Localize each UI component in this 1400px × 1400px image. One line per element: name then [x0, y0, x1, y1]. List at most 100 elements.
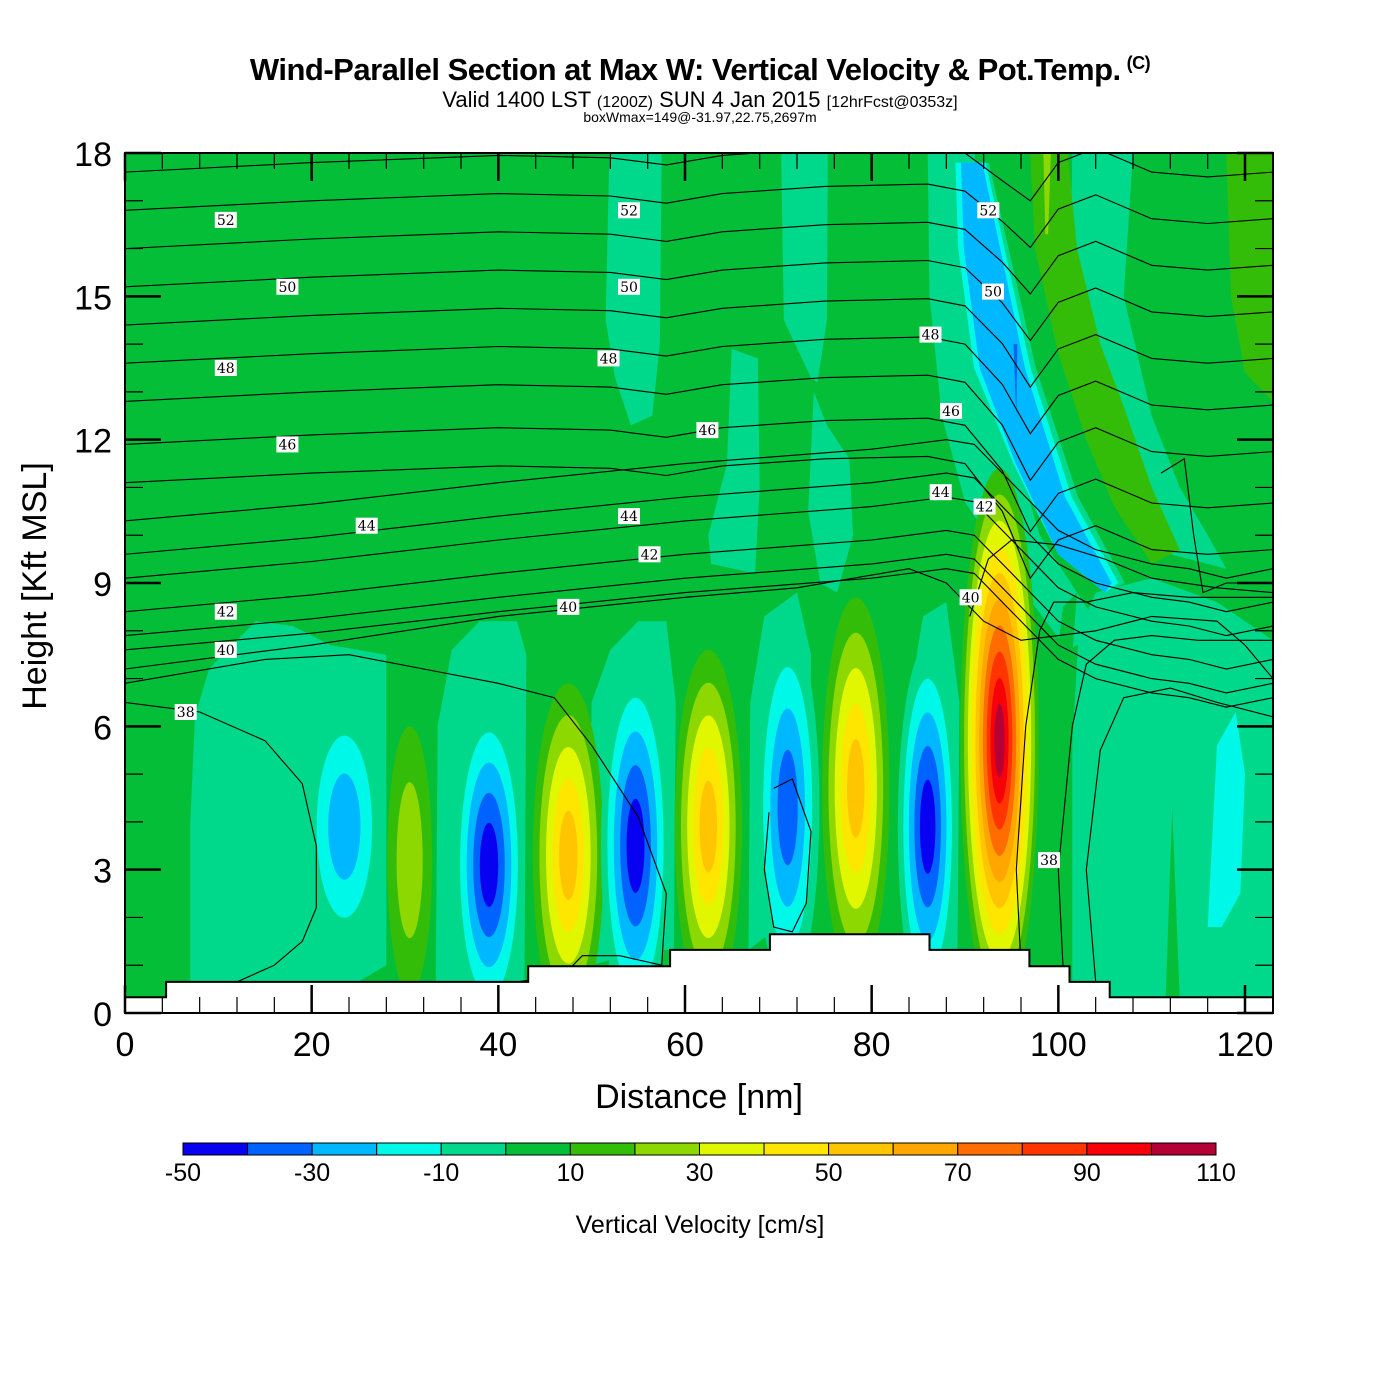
w-cell-down-level [479, 822, 499, 908]
w-cell-down-level [777, 749, 798, 866]
chart-subtitle: Valid 1400 LST (1200Z) SUN 4 Jan 2015 [1… [0, 87, 1400, 113]
y-tick-label: 6 [93, 709, 112, 747]
isentrope-label-text: 38 [1040, 853, 1058, 869]
isentrope-label: 40 [959, 589, 982, 606]
y-tick-label: 9 [93, 566, 112, 604]
isentrope [125, 568, 1273, 708]
colorbar-swatch [634, 1142, 700, 1156]
isentrope-label-text: 42 [641, 547, 659, 563]
fill-region-weak-up [1226, 153, 1273, 402]
isentrope-label: 38 [174, 704, 197, 721]
colorbar-tick-label: 70 [944, 1159, 972, 1187]
valid-time: Valid 1400 LST [442, 87, 591, 112]
colorbar-swatch [763, 1142, 830, 1156]
axes: 0 20 40 60 80 100 120 0 3 6 9 12 15 18 [74, 136, 1274, 1064]
isentrope-38 [125, 654, 667, 983]
isentrope-label-text: 48 [217, 361, 235, 377]
fill-region-weak-down [781, 153, 828, 383]
isentrope-label: 44 [355, 517, 378, 535]
chart-title-text: Wind-Parallel Section at Max W: Vertical… [249, 52, 1121, 87]
w-cell-up-level [396, 782, 423, 939]
colorbar-swatch [1150, 1142, 1217, 1156]
colorbar-tick-label: -50 [165, 1159, 201, 1187]
colorbar-swatch [440, 1142, 507, 1156]
colorbar-tick-label: 10 [556, 1159, 584, 1187]
x-tick-label: 40 [479, 1026, 517, 1064]
y-tick-label: 18 [74, 136, 112, 174]
isentrope-label-box [618, 508, 640, 525]
colorbar-swatch [892, 1142, 959, 1156]
terrain-profile [124, 933, 1274, 1014]
colorbar-tick-label: 90 [1073, 1159, 1101, 1187]
isentrope-label-text: 46 [698, 423, 716, 439]
isentrope-label-box [929, 484, 952, 501]
colorbar-tick-label: -10 [423, 1159, 459, 1187]
fill-region-down [1207, 712, 1245, 927]
isentrope [1015, 592, 1273, 967]
isentrope [125, 336, 1273, 435]
forecast-info: [12hrFcst@0353z] [826, 94, 958, 111]
isentrope [125, 553, 1273, 694]
fill-region-weak-up [1030, 153, 1180, 564]
isentrope [125, 153, 1273, 202]
fill-region-weak-down [571, 153, 662, 426]
colorbar-swatch [1021, 1142, 1088, 1156]
isentrope [125, 259, 1273, 342]
isentrope [125, 298, 1273, 389]
w-cell-down-level [919, 779, 936, 874]
isentrope-label-box [557, 598, 580, 615]
isentrope [125, 374, 1273, 482]
w-cell-up-level [847, 738, 865, 838]
colorbar-swatch [828, 1142, 894, 1156]
isentrope-label: 48 [919, 326, 942, 344]
isentrope-label-text: 40 [962, 590, 980, 606]
colorbar-swatch [699, 1142, 765, 1156]
isentrope-label-box [982, 283, 1004, 300]
isentrope-label-box [355, 517, 378, 534]
colorbar-tick-label: 50 [815, 1159, 843, 1187]
fill-region-weak-down [708, 348, 760, 574]
colorbar-swatch [376, 1142, 442, 1156]
w-cell-updraft-max-level [994, 704, 1005, 778]
isentrope-label-box [618, 202, 640, 219]
x-tick-label: 120 [1217, 1026, 1274, 1064]
isentrope-label: 44 [618, 508, 640, 525]
colorbar-swatch [247, 1142, 313, 1156]
fill-region-calm [1165, 807, 1180, 998]
x-axis-label: Distance [nm] [595, 1078, 803, 1116]
isentrope [1085, 687, 1273, 982]
isentrope-label: 50 [276, 278, 299, 296]
chart-title: Wind-Parallel Section at Max W: Vertical… [0, 52, 1400, 88]
isentrope [125, 183, 1273, 249]
isentrope-label: 50 [982, 283, 1004, 301]
colorbar-swatch [182, 1142, 249, 1156]
potential-temperature-contours [125, 153, 1273, 983]
isentrope-label-box [973, 498, 996, 515]
isentrope-label-text: 50 [620, 280, 638, 296]
isentrope-label-text: 40 [559, 600, 577, 616]
isentrope-label: 42 [973, 498, 996, 516]
terrain [124, 933, 1274, 1014]
x-tick-label: 100 [1030, 1026, 1087, 1064]
isentrope-label: 50 [618, 278, 640, 296]
isentrope-38 [125, 701, 317, 983]
isentrope-label-box [597, 350, 620, 367]
isentrope-labels: 52 52 52 50 50 50 48 48 48 46 46 46 44 44 44 42 42 42 40 40… [174, 202, 1060, 869]
isentrope-label-text: 52 [620, 203, 638, 219]
isentrope [125, 439, 1273, 579]
isentrope-label: 38 [1038, 852, 1060, 869]
isentrope [125, 221, 1273, 295]
fill-region-up [1043, 153, 1051, 235]
valid-date: SUN 4 Jan 2015 [659, 87, 821, 112]
colorbar: -50 -30 -10 10 30 50 70 90 110 [165, 1142, 1236, 1187]
colorbar-swatch [569, 1142, 636, 1156]
isentrope-label: 42 [214, 603, 237, 621]
isentrope-label-box [638, 546, 661, 563]
isentrope-38 [763, 778, 812, 933]
isentrope-label: 52 [618, 202, 640, 219]
isentrope-label-text: 48 [922, 328, 940, 344]
isentrope-label-box [214, 603, 237, 620]
isentrope-label-text: 50 [278, 280, 296, 296]
isentrope-label-box [276, 278, 299, 295]
